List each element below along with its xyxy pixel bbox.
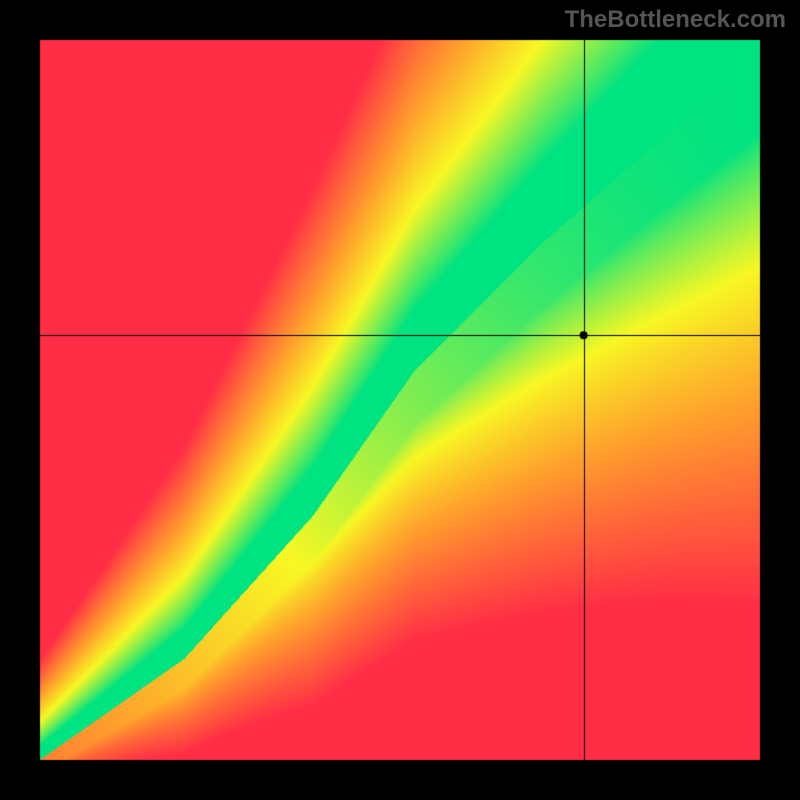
watermark-text: TheBottleneck.com xyxy=(565,6,786,34)
bottleneck-heatmap xyxy=(0,0,800,800)
chart-container: TheBottleneck.com xyxy=(0,0,800,800)
